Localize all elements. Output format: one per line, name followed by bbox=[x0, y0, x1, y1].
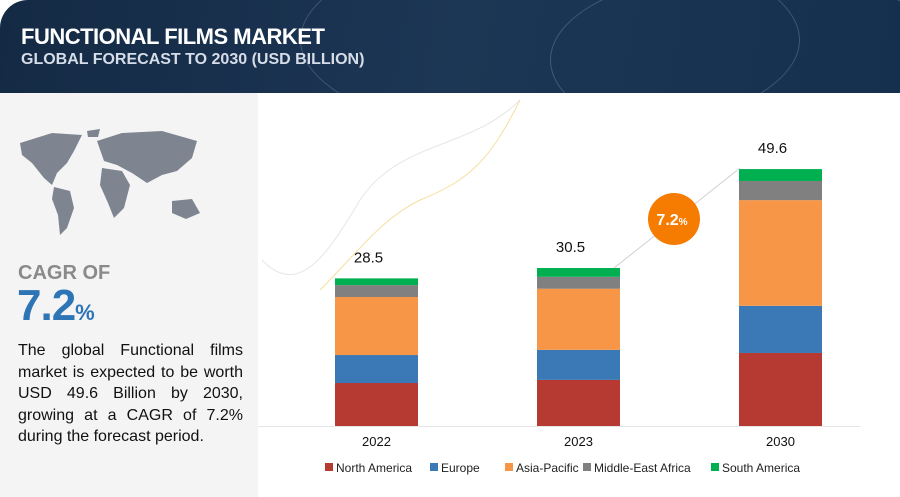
page-title: FUNCTIONAL FILMS MARKET bbox=[21, 24, 325, 49]
bar-segment-north-america bbox=[739, 352, 822, 426]
legend-swatch bbox=[430, 463, 438, 471]
cagr-value: 7.2% bbox=[17, 281, 95, 331]
bar-segment-middle-east-africa bbox=[739, 180, 822, 201]
legend-label: Middle-East Africa bbox=[594, 461, 691, 475]
header-banner: FUNCTIONAL FILMS MARKET GLOBAL FORECAST … bbox=[0, 0, 900, 93]
bar-segment-asia-pacific bbox=[739, 200, 822, 306]
sidebar-panel bbox=[0, 93, 258, 497]
legend-label: Europe bbox=[441, 461, 480, 475]
bar-segment-north-america bbox=[335, 383, 418, 426]
page-subtitle: GLOBAL FORECAST TO 2030 (USD BILLION) bbox=[21, 51, 365, 68]
total-label: 30.5 bbox=[556, 239, 585, 256]
legend-swatch bbox=[711, 463, 719, 471]
legend-swatch bbox=[505, 463, 513, 471]
legend-label: Asia-Pacific bbox=[516, 461, 579, 475]
decor-line bbox=[319, 99, 521, 291]
x-tick-label: 2030 bbox=[766, 434, 795, 449]
cagr-bubble-label: 7.2% bbox=[656, 212, 687, 229]
legend-swatch bbox=[583, 463, 591, 471]
bar-segment-middle-east-africa bbox=[537, 276, 620, 289]
decor-line bbox=[261, 99, 521, 275]
bar-segment-south-america bbox=[335, 278, 418, 286]
bar-segment-south-america bbox=[537, 268, 620, 277]
bar-segment-europe bbox=[335, 355, 418, 384]
x-tick-label: 2022 bbox=[362, 434, 391, 449]
bar-segment-asia-pacific bbox=[335, 297, 418, 356]
bar-segment-south-america bbox=[739, 169, 822, 181]
total-label: 28.5 bbox=[354, 249, 383, 266]
cagr-unit: % bbox=[75, 300, 95, 325]
cagr-number: 7.2 bbox=[17, 281, 76, 330]
bar-segment-asia-pacific bbox=[537, 288, 620, 350]
x-tick-label: 2023 bbox=[564, 434, 593, 449]
world-map-icon bbox=[20, 129, 200, 235]
bar-segment-middle-east-africa bbox=[335, 285, 418, 298]
legend-swatch bbox=[325, 463, 333, 471]
cagr-label: CAGR OF bbox=[18, 262, 111, 284]
legend-label: North America bbox=[336, 461, 412, 475]
bar-segment-europe bbox=[739, 305, 822, 353]
bar-segment-north-america bbox=[537, 379, 620, 426]
market-description: The global Functional films market is ex… bbox=[18, 342, 243, 445]
legend-label: South America bbox=[722, 461, 800, 475]
cagr-bubble bbox=[648, 193, 700, 245]
total-label: 49.6 bbox=[758, 140, 787, 157]
bar-segment-europe bbox=[537, 349, 620, 380]
